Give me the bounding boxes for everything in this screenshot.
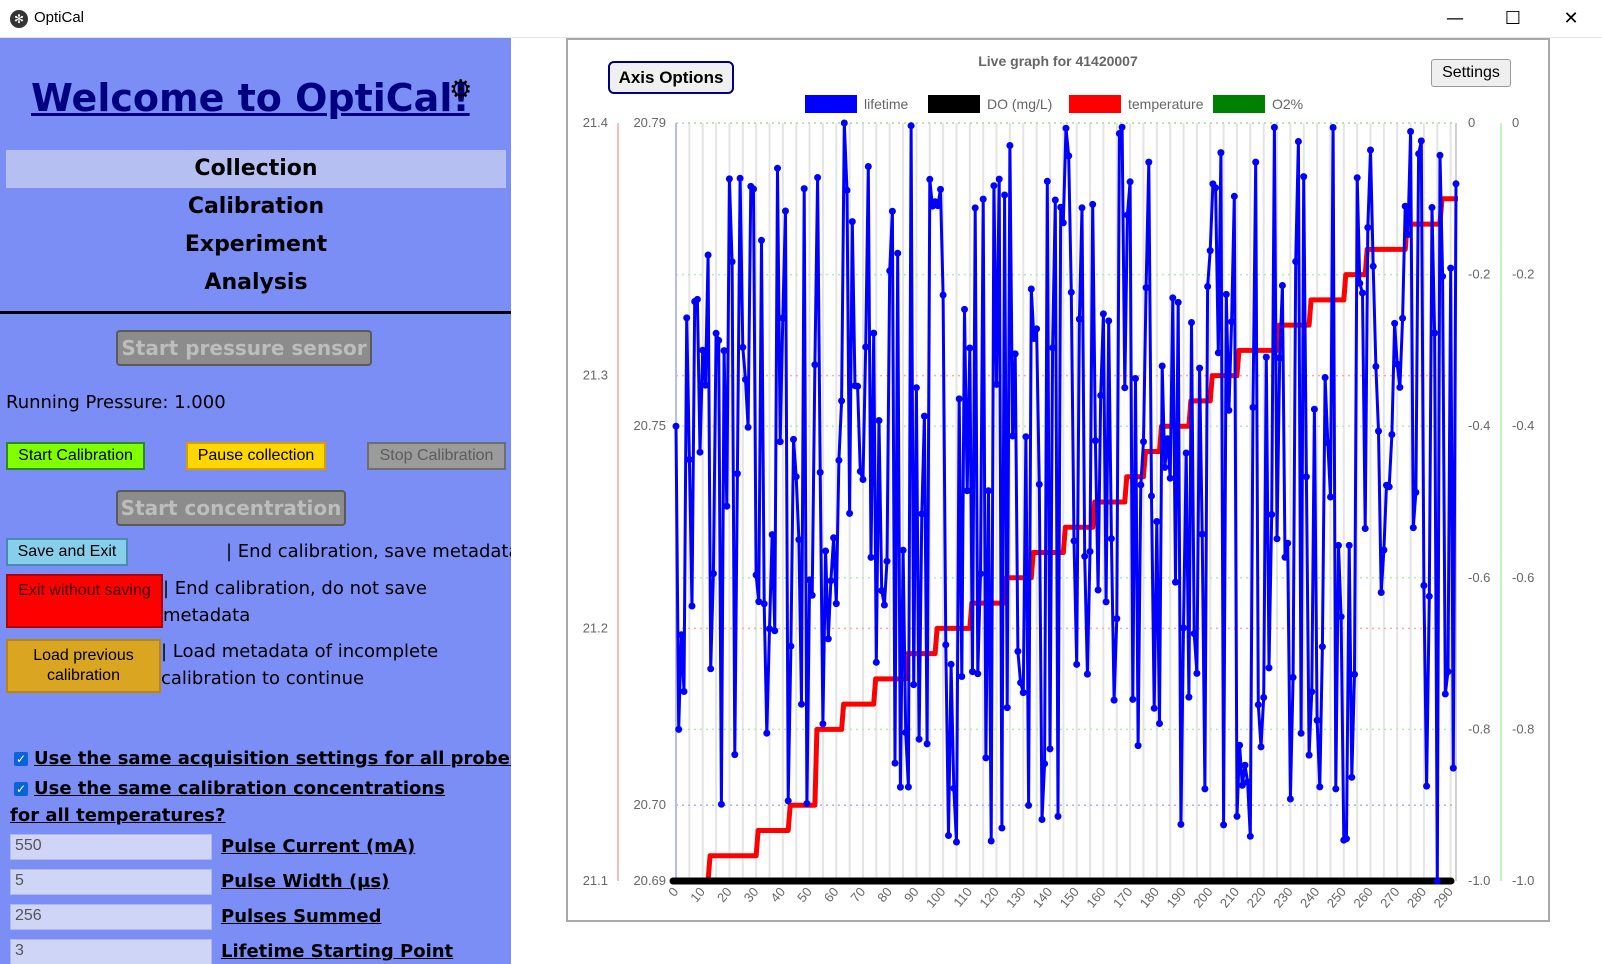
pulses-summed-input[interactable]: 256 (10, 904, 212, 930)
lifetime-start-input[interactable]: 3 (10, 939, 212, 964)
start-concentration-button[interactable]: Start concentration (116, 490, 346, 526)
load-previous-description: | Load metadata of incomplete calibratio… (161, 641, 439, 689)
chart-settings-button[interactable]: Settings (1431, 59, 1511, 87)
live-graph-panel (566, 38, 1550, 922)
welcome-heading[interactable]: Welcome to OptiCal! (31, 76, 470, 120)
same-acquisition-checkbox[interactable]: ✓ (14, 752, 28, 766)
same-acquisition-label[interactable]: Use the same acquisition settings for al… (34, 748, 511, 769)
app-logo-icon: ✻ (10, 10, 28, 28)
title-bar: ✻ OptiCal — ☐ ✕ (0, 0, 1602, 38)
divider (0, 311, 511, 314)
maximize-icon[interactable]: ☐ (1504, 8, 1522, 29)
close-icon[interactable]: ✕ (1563, 8, 1579, 29)
exit-without-saving-description: | End calibration, do not save metadata (163, 578, 427, 626)
pulse-width-label: Pulse Width (µs) (221, 871, 390, 892)
pulse-width-input[interactable]: 5 (10, 869, 212, 895)
nav-calibration[interactable]: Calibration (187, 194, 325, 219)
save-exit-description: | End calibration, save metadata (226, 541, 511, 562)
sidebar: Welcome to OptiCal! ⚙ Collection Calibra… (0, 38, 511, 964)
same-calibration-label[interactable]: Use the same calibration concentrations … (10, 778, 445, 826)
axis-options-button[interactable]: Axis Options (608, 61, 734, 94)
nav-analysis[interactable]: Analysis (204, 270, 308, 295)
gear-icon[interactable]: ⚙ (449, 75, 473, 105)
stop-calibration-button[interactable]: Stop Calibration (367, 442, 506, 470)
nav-collection[interactable]: Collection (6, 150, 506, 188)
pulse-current-input[interactable]: 550 (10, 834, 212, 860)
window-title: OptiCal (34, 9, 85, 26)
lifetime-start-label: Lifetime Starting Point (221, 941, 454, 962)
pulses-summed-label: Pulses Summed (221, 906, 382, 927)
same-calibration-checkbox[interactable]: ✓ (14, 782, 28, 796)
pause-collection-button[interactable]: Pause collection (186, 442, 326, 470)
running-pressure: Running Pressure: 1.000 (6, 392, 226, 413)
exit-without-saving-button[interactable]: Exit without saving (6, 574, 163, 628)
start-calibration-button[interactable]: Start Calibration (6, 442, 145, 470)
load-previous-calibration-button[interactable]: Load previous calibration (6, 639, 161, 693)
nav-experiment[interactable]: Experiment (184, 232, 328, 257)
minimize-icon[interactable]: — (1446, 8, 1464, 29)
start-pressure-sensor-button[interactable]: Start pressure sensor (116, 330, 372, 366)
save-exit-button[interactable]: Save and Exit (6, 538, 128, 566)
pulse-current-label: Pulse Current (mA) (221, 836, 416, 857)
